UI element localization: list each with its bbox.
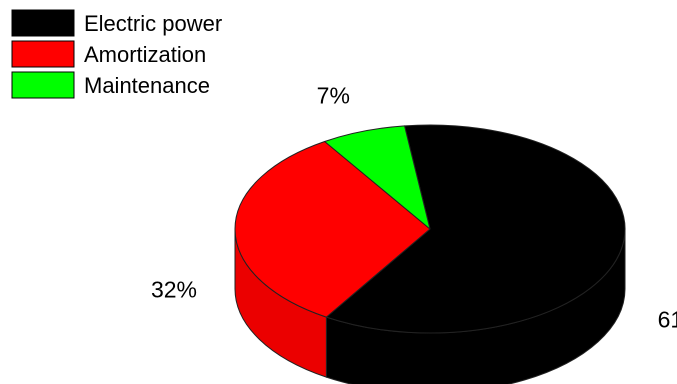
legend-swatch-electric-power — [11, 9, 75, 37]
legend-swatch-maintenance — [11, 71, 75, 99]
legend-label-amortization: Amortization — [84, 42, 206, 67]
pie-slice-electric-power — [325, 124, 626, 334]
legend: Electric power Amortization Maintenance — [11, 9, 222, 99]
pie-3d — [234, 124, 626, 384]
pct-label-amortization: 32% — [151, 277, 197, 303]
legend-label-electric-power: Electric power — [84, 11, 222, 36]
pct-label-electric-power: 61% — [658, 306, 677, 332]
slice-labels: 61% 32% 7% — [151, 83, 677, 333]
pie-slice-amortization — [234, 140, 431, 318]
legend-label-maintenance: Maintenance — [84, 73, 210, 98]
pie-slice-maintenance — [324, 125, 431, 230]
pct-label-maintenance: 7% — [317, 83, 350, 109]
legend-swatch-amortization — [11, 40, 75, 68]
